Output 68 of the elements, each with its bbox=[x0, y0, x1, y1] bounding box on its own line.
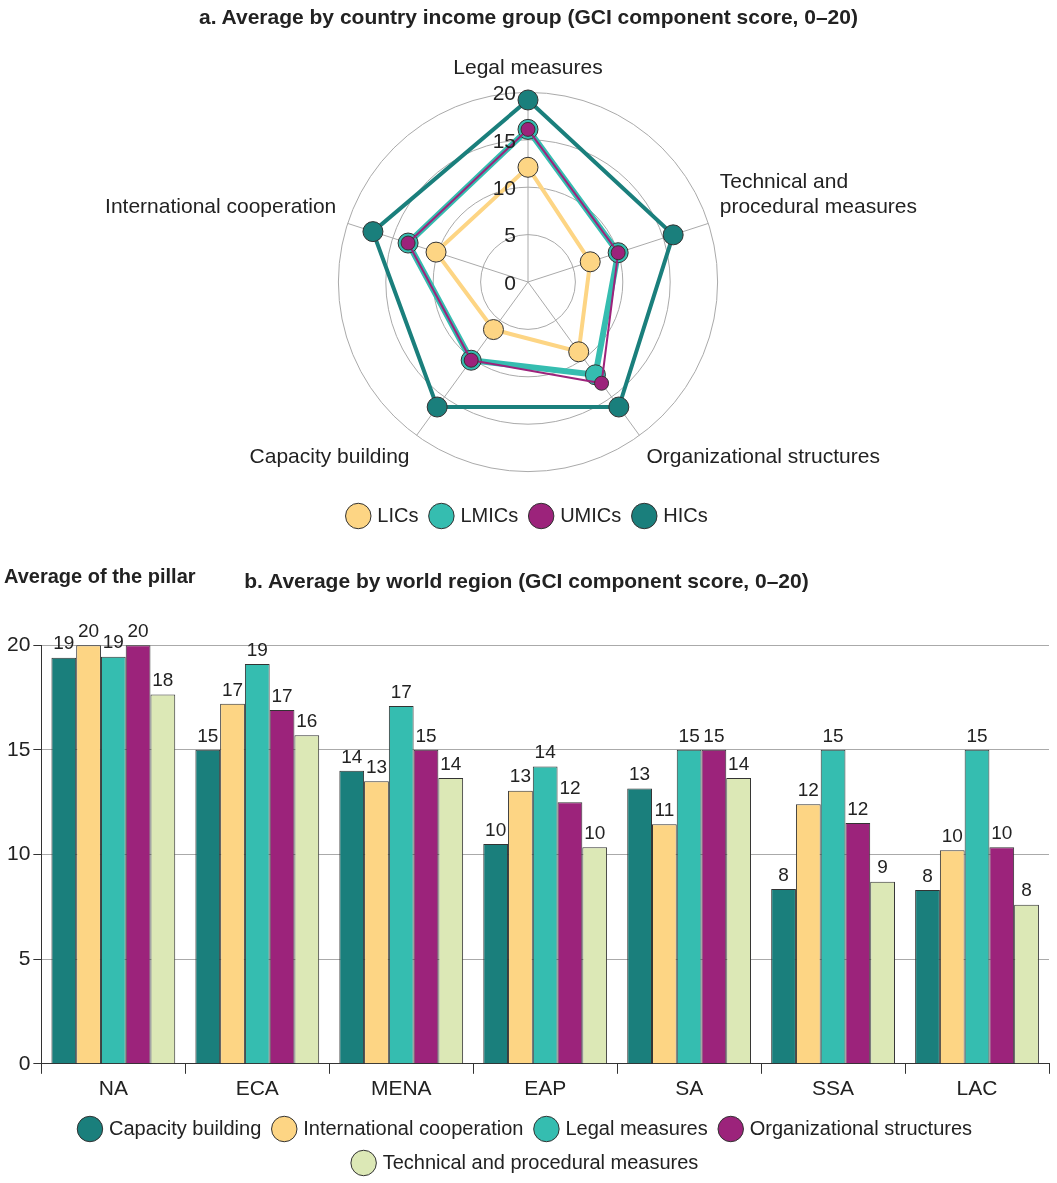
data-label: 16 bbox=[296, 709, 318, 731]
data-label: 15 bbox=[678, 724, 700, 746]
legend-label: Organizational structures bbox=[749, 1116, 973, 1139]
data-label: 14 bbox=[534, 741, 557, 763]
data-label: 13 bbox=[629, 763, 651, 785]
data-label: 13 bbox=[365, 755, 388, 777]
x-tick-label: ECA bbox=[235, 1076, 279, 1100]
spoke-label: Capacity building bbox=[249, 444, 410, 468]
legend-label: Legal measures bbox=[565, 1116, 708, 1139]
data-label: 14 bbox=[341, 745, 363, 767]
data-label: 20 bbox=[78, 619, 100, 641]
chart-title: b. Average by world region (GCI component score, 0–20) bbox=[244, 569, 809, 593]
legend-label: International cooperation bbox=[303, 1116, 524, 1139]
data-label: 17 bbox=[221, 678, 244, 700]
x-tick-label: SSA bbox=[812, 1076, 855, 1100]
y-tick-label: 0 bbox=[18, 1050, 31, 1074]
data-label: 10 bbox=[991, 821, 1013, 843]
legend-label: UMICs bbox=[560, 503, 622, 526]
data-label: 11 bbox=[654, 798, 675, 820]
data-label: 14 bbox=[728, 752, 750, 774]
x-tick-label: LAC bbox=[956, 1076, 998, 1100]
data-label: 15 bbox=[415, 724, 437, 746]
data-label: 15 bbox=[197, 724, 219, 746]
data-label: 13 bbox=[509, 765, 531, 787]
data-label: 8 bbox=[922, 864, 933, 886]
data-label: 20 bbox=[127, 619, 149, 641]
y-tick-label: 15 bbox=[492, 128, 516, 152]
data-label: 9 bbox=[877, 856, 888, 878]
data-label: 14 bbox=[440, 752, 462, 774]
spoke-label: Legal measures bbox=[453, 54, 603, 78]
y-tick-label: 20 bbox=[492, 81, 516, 105]
spoke-label: Organizational structures bbox=[646, 444, 880, 468]
spoke-label: International cooperation bbox=[105, 193, 337, 217]
data-label: 12 bbox=[797, 779, 819, 800]
data-label: 15 bbox=[966, 724, 988, 746]
legend-label: Technical and procedural measures bbox=[382, 1150, 699, 1173]
data-label: 19 bbox=[246, 638, 268, 660]
legend-label: Capacity building bbox=[108, 1116, 262, 1139]
y-tick-label: 5 bbox=[18, 945, 31, 969]
y-tick-label: 20 bbox=[7, 632, 31, 655]
y-tick-label: 10 bbox=[492, 176, 516, 199]
data-label: 15 bbox=[822, 724, 844, 746]
data-label: 10 bbox=[584, 821, 606, 843]
data-label: 18 bbox=[152, 669, 174, 691]
data-label: 17 bbox=[271, 684, 293, 706]
data-label: 12 bbox=[559, 776, 581, 798]
x-tick-label: MENA bbox=[370, 1076, 432, 1100]
legend-label: LMICs bbox=[460, 503, 519, 526]
data-label: 19 bbox=[102, 631, 124, 653]
y-tick-label: 0 bbox=[504, 270, 516, 294]
spoke-label: Technical and procedural measures bbox=[719, 168, 917, 217]
x-tick-label: EAP bbox=[524, 1076, 567, 1100]
data-label: 19 bbox=[53, 632, 75, 654]
data-label: 8 bbox=[778, 863, 789, 885]
legend-label: LICs bbox=[377, 503, 419, 526]
data-label: 8 bbox=[1021, 879, 1032, 901]
x-tick-label: SA bbox=[675, 1076, 704, 1100]
legend-label: HICs bbox=[663, 503, 708, 526]
y-tick-label: 15 bbox=[7, 736, 31, 760]
y-axis-title: Average of the pillar bbox=[4, 565, 196, 588]
chart-title: a. Average by country income group (GCI component score, 0–20) bbox=[199, 5, 858, 29]
y-tick-label: 5 bbox=[504, 223, 516, 247]
data-label: 15 bbox=[703, 724, 725, 746]
data-label: 12 bbox=[847, 797, 869, 819]
data-label: 10 bbox=[941, 825, 963, 847]
data-label: 17 bbox=[390, 680, 412, 702]
x-tick-label: NA bbox=[98, 1076, 128, 1100]
y-tick-label: 10 bbox=[7, 841, 31, 865]
